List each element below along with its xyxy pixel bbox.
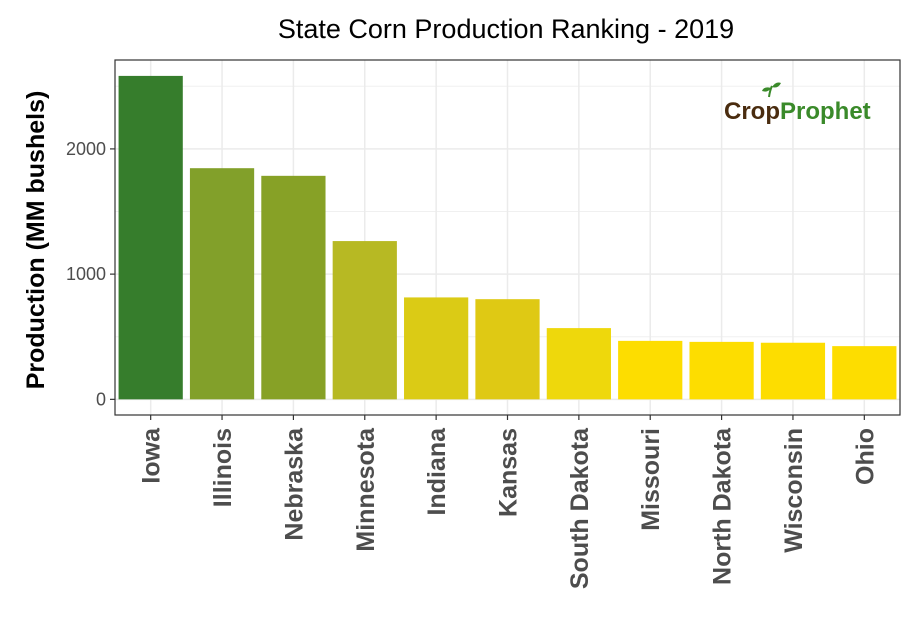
- crop-prophet-logo: CropProphet: [724, 82, 871, 125]
- x-tick-label: Nebraska: [280, 427, 308, 541]
- y-tick-label: 1000: [66, 264, 106, 284]
- plot-border: [114, 59, 901, 416]
- x-tick-label: Minnesota: [352, 427, 380, 552]
- x-tick-label: Kansas: [495, 428, 523, 517]
- y-tick-label: 2000: [66, 139, 106, 159]
- bars: [118, 75, 897, 400]
- y-tick-label: 0: [96, 389, 106, 409]
- y-axis-label: Production (MM bushels): [22, 91, 50, 390]
- bar: [404, 297, 469, 400]
- x-tick-label: Wisconsin: [780, 428, 808, 553]
- bar: [261, 175, 326, 400]
- x-tick-label: Iowa: [138, 427, 166, 484]
- x-tick-label: Indiana: [423, 427, 451, 516]
- bar: [118, 75, 183, 400]
- svg-text:CropProphet: CropProphet: [724, 98, 871, 125]
- x-ticks: Iowa Illinois Nebraska Minnesota Indiana Kans…: [138, 415, 879, 589]
- x-tick-label: Illinois: [209, 428, 237, 507]
- bar: [689, 341, 754, 400]
- x-tick-label: South Dakota: [566, 427, 594, 589]
- bar: [546, 328, 611, 400]
- bar: [760, 342, 826, 400]
- sprout-icon: [762, 82, 781, 98]
- y-ticks: 0 1000 2000: [66, 139, 115, 409]
- bar: [618, 340, 683, 400]
- chart-title: State Corn Production Ranking - 2019: [278, 14, 734, 44]
- logo-text-prophet: Prophet: [780, 98, 871, 125]
- bar: [832, 346, 897, 400]
- bar: [475, 299, 540, 400]
- x-tick-label: Missouri: [637, 428, 665, 531]
- bar: [189, 168, 255, 400]
- bar: [332, 241, 397, 400]
- logo-text-crop: Crop: [724, 98, 780, 125]
- x-tick-label: Ohio: [851, 428, 879, 485]
- x-tick-label: North Dakota: [709, 427, 737, 585]
